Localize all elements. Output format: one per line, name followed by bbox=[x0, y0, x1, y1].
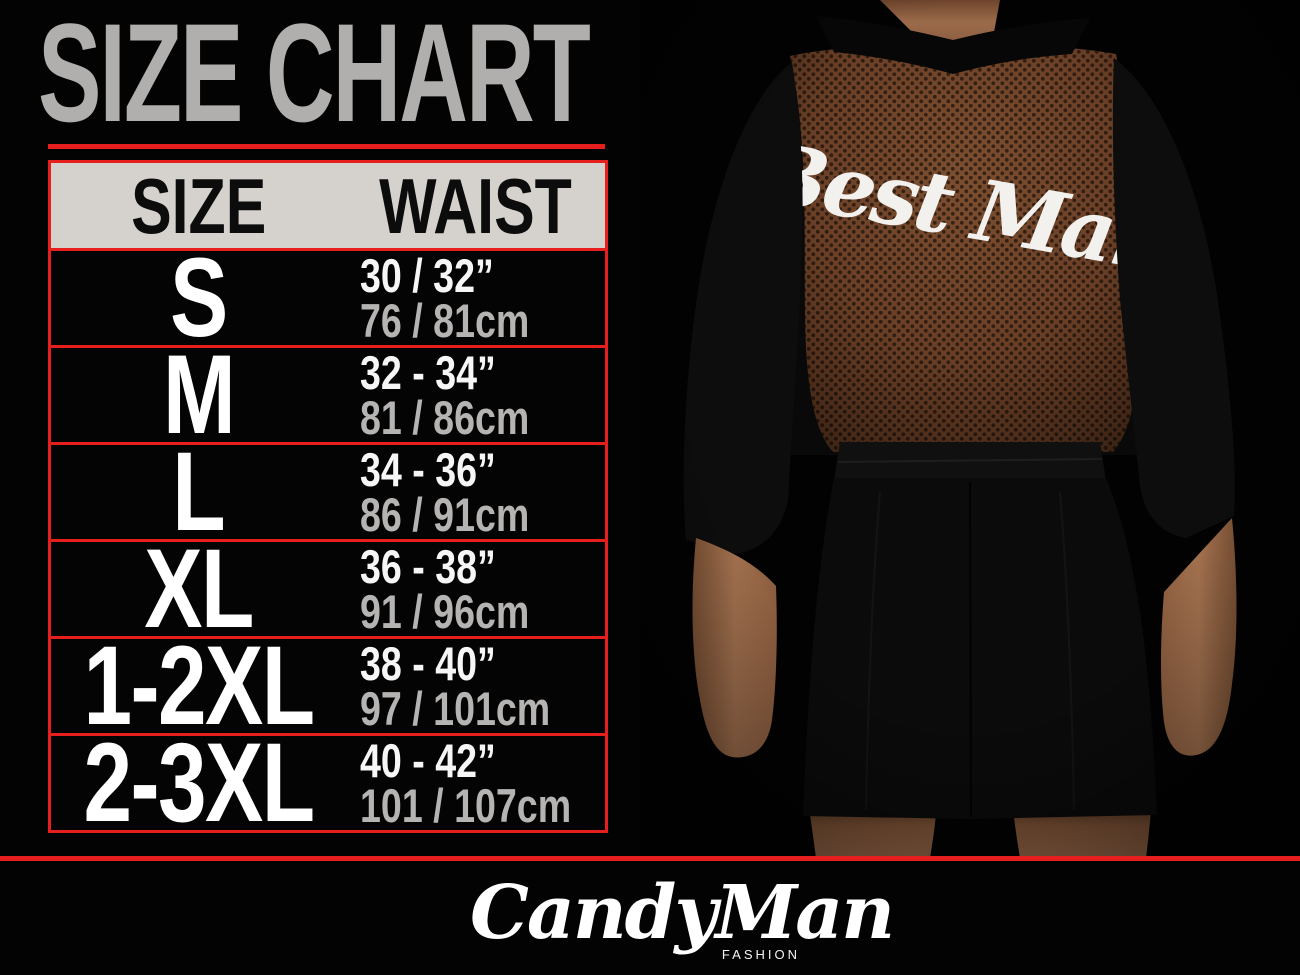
table-row: XL 36 - 38” 91 / 96cm bbox=[48, 526, 608, 651]
product-photo: Best Man bbox=[640, 0, 1300, 858]
waist-inches: 32 - 34” bbox=[360, 346, 496, 399]
waist-column-header: WAIST bbox=[379, 161, 572, 250]
size-cell: 2-3XL bbox=[83, 720, 315, 845]
size-table: SIZE WAIST S 30 / 32” 76 / 81cm M 32 - 3… bbox=[48, 160, 608, 845]
brand-logo: CandyMan FASHION bbox=[470, 868, 895, 968]
waist-cell: 38 - 40” 97 / 101cm bbox=[346, 639, 605, 733]
table-row: M 32 - 34” 81 / 86cm bbox=[48, 332, 608, 457]
brand-name: CandyMan bbox=[470, 870, 895, 956]
waist-inches: 38 - 40” bbox=[360, 637, 496, 690]
waist-cm: 91 / 96cm bbox=[360, 585, 530, 638]
waist-cell: 34 - 36” 86 / 91cm bbox=[346, 445, 605, 539]
waist-cell: 32 - 34” 81 / 86cm bbox=[346, 348, 605, 442]
size-cell: S bbox=[170, 235, 228, 360]
waist-cell: 30 / 32” 76 / 81cm bbox=[346, 251, 605, 345]
waist-cell: 36 - 38” 91 / 96cm bbox=[346, 542, 605, 636]
page-title: SIZE CHART bbox=[38, 0, 591, 151]
size-table-header-row: SIZE WAIST bbox=[48, 160, 608, 251]
size-column-header: SIZE bbox=[130, 161, 267, 250]
waist-inches: 30 / 32” bbox=[360, 249, 494, 302]
waist-cm: 76 / 81cm bbox=[360, 294, 530, 347]
size-cell: 1-2XL bbox=[83, 623, 315, 748]
waist-cell: 40 - 42” 101 / 107cm bbox=[346, 736, 624, 830]
waist-cm: 101 / 107cm bbox=[360, 779, 572, 832]
table-row: 2-3XL 40 - 42” 101 / 107cm bbox=[48, 720, 608, 845]
size-cell: M bbox=[162, 332, 236, 457]
waist-inches: 40 - 42” bbox=[360, 734, 496, 787]
waist-inches: 36 - 38” bbox=[360, 540, 496, 593]
table-row: 1-2XL 38 - 40” 97 / 101cm bbox=[48, 623, 608, 748]
brand-subtitle: FASHION bbox=[721, 947, 800, 962]
waist-cm: 97 / 101cm bbox=[360, 682, 551, 735]
photo-vignette bbox=[640, 0, 1300, 858]
table-row: L 34 - 36” 86 / 91cm bbox=[48, 429, 608, 554]
table-row: S 30 / 32” 76 / 81cm bbox=[48, 235, 608, 360]
waist-inches: 34 - 36” bbox=[360, 443, 496, 496]
footer-divider-rule bbox=[0, 856, 1300, 861]
size-cell: L bbox=[172, 429, 226, 554]
waist-cm: 81 / 86cm bbox=[360, 391, 530, 444]
title-underline-rule bbox=[48, 144, 605, 149]
size-cell: XL bbox=[144, 526, 254, 651]
waist-cm: 86 / 91cm bbox=[360, 488, 530, 541]
